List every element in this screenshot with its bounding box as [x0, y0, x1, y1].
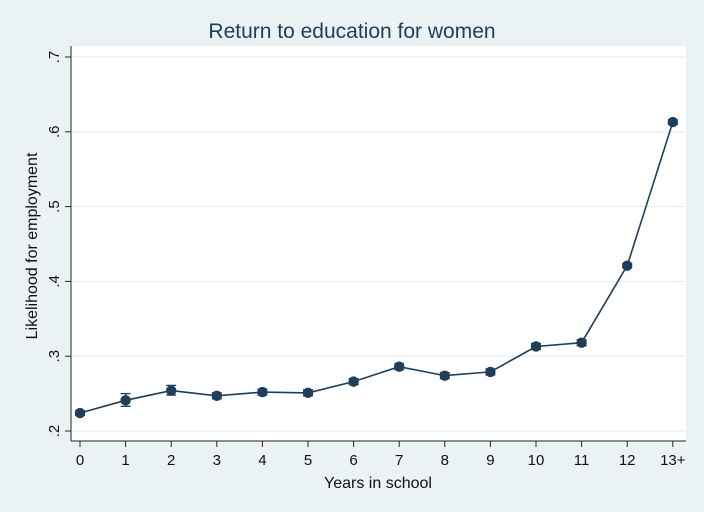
y-tick-label: .2 — [46, 425, 63, 438]
x-tick-label: 4 — [258, 452, 266, 469]
data-point — [166, 385, 177, 396]
data-point — [211, 390, 222, 402]
data-point — [439, 370, 450, 381]
data-point — [530, 341, 542, 352]
y-tick-label: .4 — [46, 275, 63, 288]
y-axis-label: Likelihood for employment — [24, 152, 41, 339]
data-point — [348, 376, 359, 387]
data-point — [74, 407, 86, 419]
x-axis-ticks: 0 1 2 3 4 5 6 7 8 9 10 11 12 13+ — [76, 441, 686, 469]
data-point — [394, 361, 405, 372]
data-point — [667, 116, 678, 128]
data-point — [622, 260, 633, 271]
x-tick-label: 6 — [349, 452, 357, 469]
data-point — [302, 387, 314, 399]
x-tick-label: 9 — [486, 452, 494, 469]
x-tick-label: 11 — [574, 452, 590, 469]
x-axis-label: Years in school — [324, 475, 432, 492]
data-point — [485, 366, 496, 378]
gridlines — [71, 56, 686, 432]
y-tick-label: .3 — [46, 350, 63, 363]
x-tick-label: 3 — [213, 452, 221, 469]
y-axis-ticks: .2 .3 .4 .5 .6 .7 — [46, 51, 71, 438]
plot-area — [71, 46, 686, 441]
x-tick-label: 0 — [76, 452, 84, 469]
series-group — [74, 116, 678, 419]
data-point — [576, 337, 587, 348]
x-tick-label: 2 — [167, 452, 175, 469]
chart-title: Return to education for women — [208, 20, 495, 43]
x-tick-label: 13+ — [660, 452, 686, 469]
y-tick-label: .5 — [46, 200, 63, 213]
y-tick-label: .7 — [46, 51, 63, 64]
x-tick-label: 12 — [619, 452, 636, 469]
series-line — [79, 121, 674, 414]
x-tick-label: 8 — [441, 452, 449, 469]
x-tick-label: 5 — [304, 452, 312, 469]
data-point — [257, 386, 268, 398]
y-tick-label: .6 — [46, 126, 63, 139]
x-tick-label: 7 — [395, 452, 403, 469]
x-tick-label: 1 — [121, 452, 129, 469]
x-tick-label: 10 — [528, 452, 545, 469]
data-point — [120, 395, 131, 406]
